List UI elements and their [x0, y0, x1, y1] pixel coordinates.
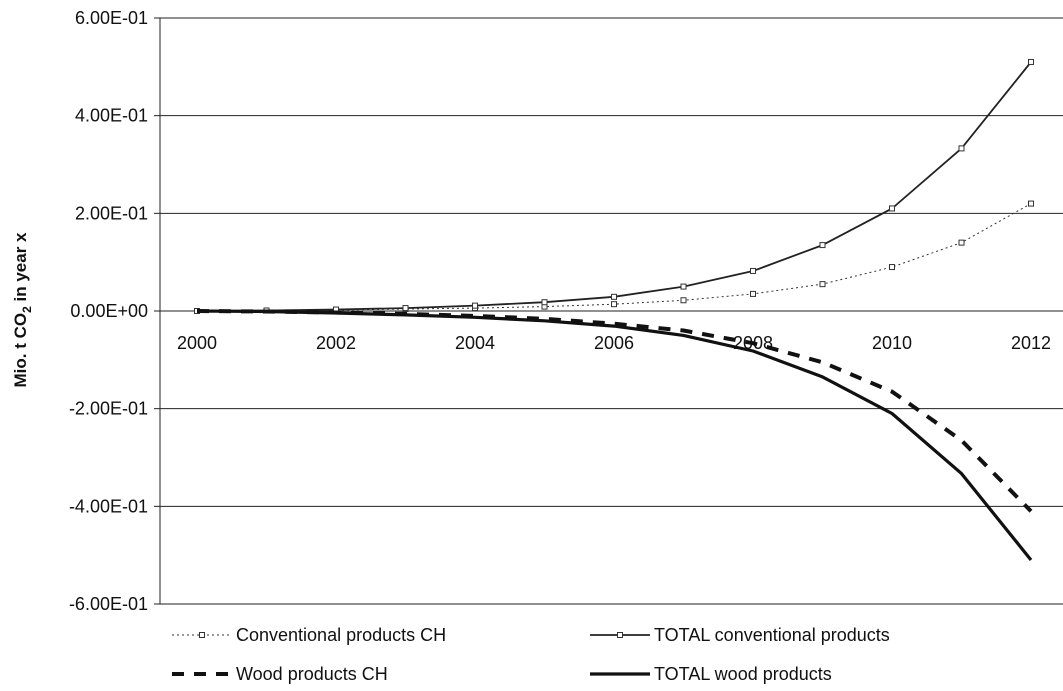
data-point: [958, 145, 965, 152]
y-tick-label: -6.00E-01: [69, 594, 148, 614]
x-tick-label: 2012: [1011, 333, 1051, 353]
x-tick-label: 2004: [455, 333, 495, 353]
legend-marker: [199, 632, 205, 638]
y-tick-label: 6.00E-01: [75, 8, 148, 28]
y-tick-label: -2.00E-01: [69, 399, 148, 419]
y-axis-title: Mio. t CO2 in year x: [11, 232, 34, 388]
y-tick-label: 2.00E-01: [75, 203, 148, 223]
x-tick-label: 2006: [594, 333, 634, 353]
data-point: [750, 267, 756, 274]
data-point: [472, 302, 478, 309]
data-point: [819, 281, 826, 288]
series-line-2: [196, 61, 1032, 312]
tick-labels: 6.00E-01 4.00E-01 2.00E-01 0.00E+00 -2.00E-0…: [69, 8, 1051, 614]
data-point: [680, 283, 687, 290]
x-tick-label: 2008: [733, 333, 773, 353]
data-point: [680, 297, 687, 304]
data-point: [958, 239, 965, 246]
series-lines: [194, 58, 1034, 562]
data-point: [611, 293, 617, 300]
y-tick-label: 0.00E+00: [70, 301, 148, 321]
data-point: [1028, 200, 1034, 207]
legend-marker: [617, 632, 623, 638]
y-tick-label: 4.00E-01: [75, 106, 148, 126]
data-point: [889, 205, 895, 212]
legend-label-4: TOTAL wood products: [654, 664, 832, 684]
data-point: [611, 301, 617, 308]
data-point: [402, 305, 409, 312]
data-point: [819, 242, 826, 249]
legend-label-1: Conventional products CH: [236, 625, 446, 645]
legend-label-3: Wood products CH: [236, 664, 388, 684]
legend: Conventional products CH TOTAL convention…: [172, 625, 890, 684]
data-point: [889, 264, 895, 271]
x-tick-label: 2010: [872, 333, 912, 353]
y-tick-label: -4.00E-01: [69, 496, 148, 516]
x-tick-label: 2000: [177, 333, 217, 353]
x-tick-label: 2002: [316, 333, 356, 353]
data-point: [750, 290, 756, 297]
legend-label-2: TOTAL conventional products: [654, 625, 890, 645]
data-point: [541, 299, 548, 306]
series-line-4: [196, 309, 1033, 562]
data-point: [1028, 58, 1034, 65]
